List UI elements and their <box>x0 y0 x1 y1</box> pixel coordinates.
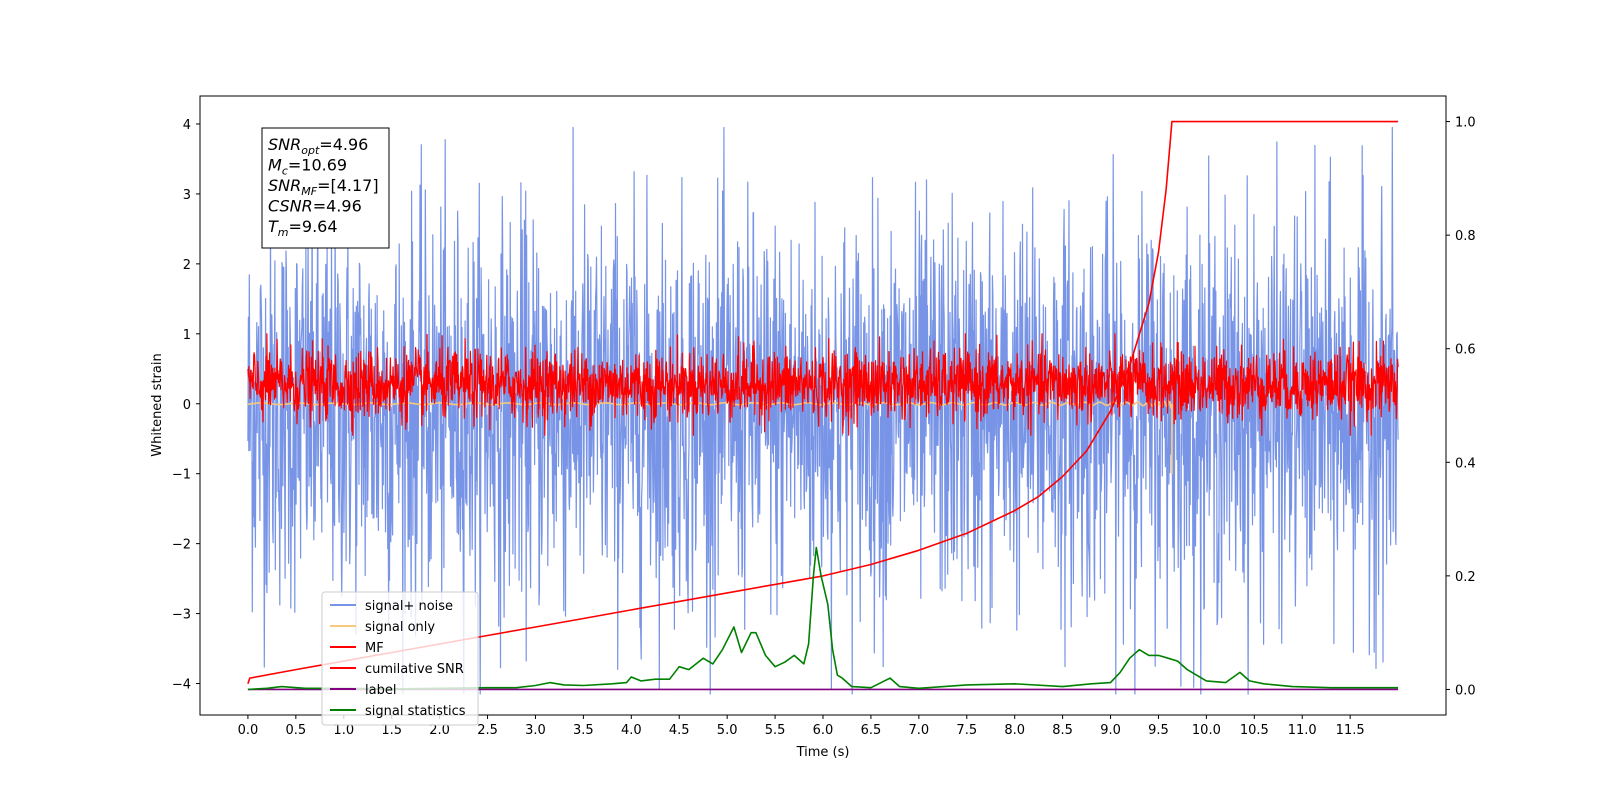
y2-tick-label: 0.6 <box>1455 343 1476 358</box>
ticks-layer: 0.0 0.5 1.0 1.5 2.0 2.5 3.0 3.5 4.0 4.5 5.0 5.5 6.0 6… <box>172 116 1476 738</box>
annotation-frame <box>261 127 390 249</box>
x-tick-label: 6.0 <box>813 723 834 738</box>
x-tick-label: 9.0 <box>1100 723 1121 738</box>
legend: signal+ noise signal only MF cumilative SNR… <box>321 591 479 726</box>
x-tick-label: 1.5 <box>381 723 402 738</box>
y-tick-label: −3 <box>172 608 191 623</box>
x-tick-label: 8.5 <box>1052 723 1073 738</box>
series-signal-statistics <box>247 546 1399 691</box>
x-axis-label: Time (s) <box>796 745 850 760</box>
x-tick-label: 5.0 <box>717 723 738 738</box>
y2-tick-label: 0.2 <box>1455 570 1476 585</box>
y-tick-label: 3 <box>183 188 191 203</box>
x-tick-label: 1.0 <box>333 723 354 738</box>
x-tick-label: 0.5 <box>286 723 307 738</box>
y-tick-label: −1 <box>172 468 191 483</box>
x-tick-label: 2.5 <box>477 723 498 738</box>
y2-tick-label: 0.0 <box>1455 683 1476 698</box>
series-mf <box>247 333 1399 436</box>
legend-label-mf: MF <box>365 641 384 656</box>
annotation-line: SNRopt=4.96 <box>268 135 368 157</box>
y-axis-label: Whitened strain <box>150 353 165 456</box>
legend-label-signal-only: signal only <box>365 620 435 635</box>
x-tick-label: 3.5 <box>573 723 594 738</box>
x-tick-label: 4.0 <box>621 723 642 738</box>
y-tick-label: −2 <box>172 538 191 553</box>
y-tick-label: −4 <box>172 678 191 693</box>
annotation-line: SNRMF=[4.17] <box>268 176 379 198</box>
x-tick-label: 7.5 <box>956 723 977 738</box>
legend-label-label: label <box>365 683 396 698</box>
y2-tick-label: 1.0 <box>1455 116 1476 131</box>
annotation-line: CSNR=4.96 <box>268 197 362 216</box>
legend-label-signal-noise: signal+ noise <box>365 599 453 614</box>
x-tick-label: 4.5 <box>669 723 690 738</box>
y2-tick-label: 0.4 <box>1455 456 1476 471</box>
y2-tick-label: 0.8 <box>1455 229 1476 244</box>
y-tick-label: 1 <box>183 328 191 343</box>
y-tick-label: 0 <box>183 398 191 413</box>
x-tick-label: 2.0 <box>429 723 450 738</box>
x-tick-label: 5.5 <box>765 723 786 738</box>
y-tick-label: 2 <box>183 258 191 273</box>
x-tick-label: 10.0 <box>1192 723 1221 738</box>
x-tick-label: 8.0 <box>1004 723 1025 738</box>
annotation-box: SNRopt=4.96Mc=10.69SNRMF=[4.17]CSNR=4.96… <box>261 127 390 249</box>
x-tick-label: 11.0 <box>1288 723 1317 738</box>
y-tick-label: 4 <box>183 118 191 133</box>
x-tick-label: 6.5 <box>861 723 882 738</box>
x-tick-label: 0.0 <box>238 723 259 738</box>
annotation-line: Tm=9.64 <box>268 217 338 239</box>
x-tick-label: 11.5 <box>1336 723 1365 738</box>
legend-label-signal-statistics: signal statistics <box>365 704 466 719</box>
x-tick-label: 3.0 <box>525 723 546 738</box>
legend-label-cumilative-snr: cumilative SNR <box>365 662 464 677</box>
legend-frame <box>321 591 479 726</box>
x-tick-label: 10.5 <box>1240 723 1269 738</box>
annotation-line: Mc=10.69 <box>268 156 347 178</box>
x-tick-label: 9.5 <box>1148 723 1169 738</box>
x-tick-label: 7.0 <box>909 723 930 738</box>
